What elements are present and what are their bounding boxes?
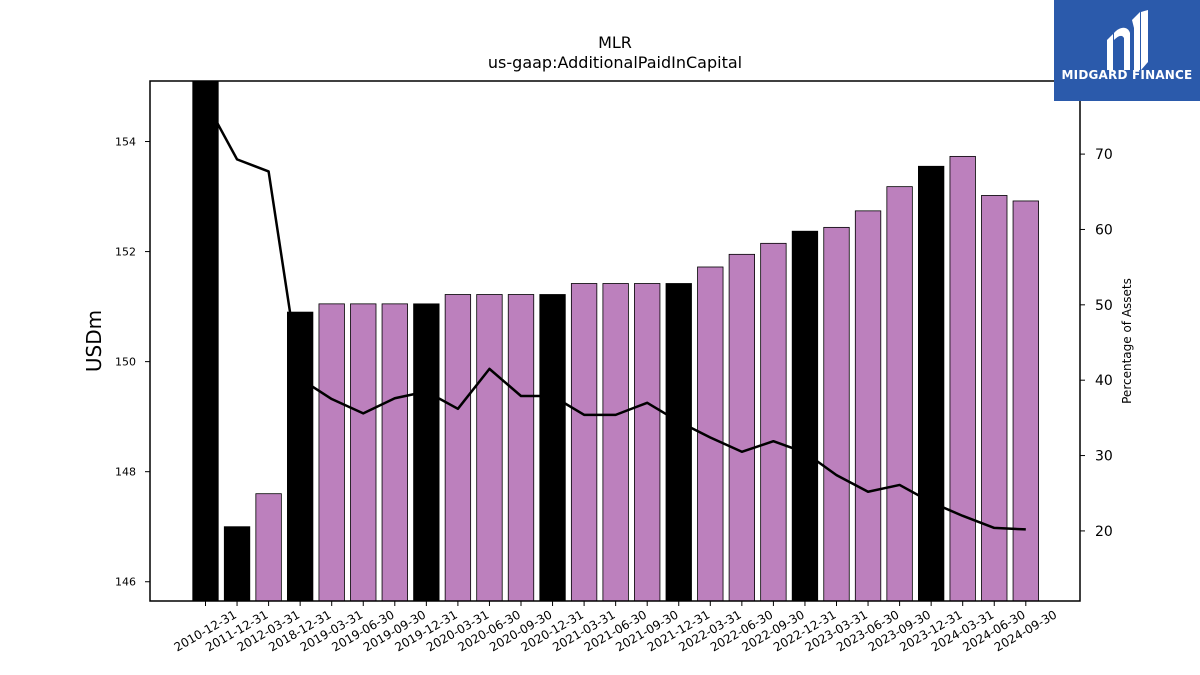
y-tick-label-152: 152 (115, 246, 136, 259)
bar-2024-06-30 (981, 195, 1008, 602)
bar-2011-12-31 (223, 526, 251, 602)
bar-2010-12-31 (192, 80, 219, 602)
chart-title: MLR (598, 33, 632, 52)
bar-2021-06-30 (602, 283, 629, 602)
bar-2020-12-31 (539, 294, 566, 602)
bar-2023-12-31 (918, 165, 945, 602)
bar-2019-12-31 (413, 303, 440, 602)
bar-2019-09-30 (381, 303, 408, 602)
bar-2023-06-30 (854, 210, 882, 602)
midgard-logo-icon (1107, 10, 1148, 70)
x-axis: 2010-12-312011-12-312012-03-312018-12-31… (172, 601, 1059, 654)
bar-2021-12-31 (665, 283, 692, 602)
y-tick-label-154: 154 (115, 136, 136, 149)
y2-tick-label-40: 40 (1095, 373, 1113, 389)
bar-2022-12-31 (791, 230, 819, 602)
y2-axis: 20 30 40 50 60 70 (1080, 147, 1113, 540)
percentage-line-group (204, 100, 1026, 531)
y2-tick-label-50: 50 (1095, 298, 1113, 314)
bar-2020-09-30 (507, 294, 535, 602)
y2-tick-label-70: 70 (1095, 147, 1113, 163)
logo: MIDGARD FINANCE (1054, 0, 1200, 101)
y-axis-label: USDm (82, 310, 106, 372)
bar-2019-03-31 (318, 303, 345, 602)
chart-subtitle: us-gaap:AdditionalPaidInCapital (488, 53, 742, 72)
y-tick-label-146: 146 (115, 576, 136, 589)
bar-2022-09-30 (760, 242, 787, 602)
bar-2022-06-30 (728, 253, 755, 602)
y-tick-label-148: 148 (115, 466, 136, 479)
bar-2020-03-31 (444, 294, 472, 602)
bar-2024-03-31 (949, 155, 976, 602)
bars-group (192, 80, 1039, 602)
bar-2019-06-30 (350, 303, 377, 602)
y2-tick-label-30: 30 (1095, 449, 1113, 465)
y2-axis-label: Percentage of Assets (1120, 278, 1134, 404)
bar-2018-12-31 (286, 311, 314, 602)
bar-2020-06-30 (476, 294, 503, 602)
bar-2021-03-31 (570, 283, 598, 602)
y-axis: 146 148 150 152 154 (115, 136, 150, 589)
bar-2012-03-31 (255, 493, 282, 602)
y-tick-label-150: 150 (115, 356, 136, 369)
plot-frame (149, 80, 1081, 602)
y2-tick-label-60: 60 (1095, 222, 1113, 238)
y2-tick-label-20: 20 (1095, 524, 1113, 540)
bar-2021-09-30 (634, 283, 661, 602)
bar-2024-09-30 (1012, 200, 1039, 602)
bar-2023-03-31 (823, 226, 850, 602)
bar-2023-09-30 (886, 186, 913, 602)
percentage-of-assets-line (204, 100, 1026, 531)
logo-text: MIDGARD FINANCE (1061, 68, 1193, 82)
